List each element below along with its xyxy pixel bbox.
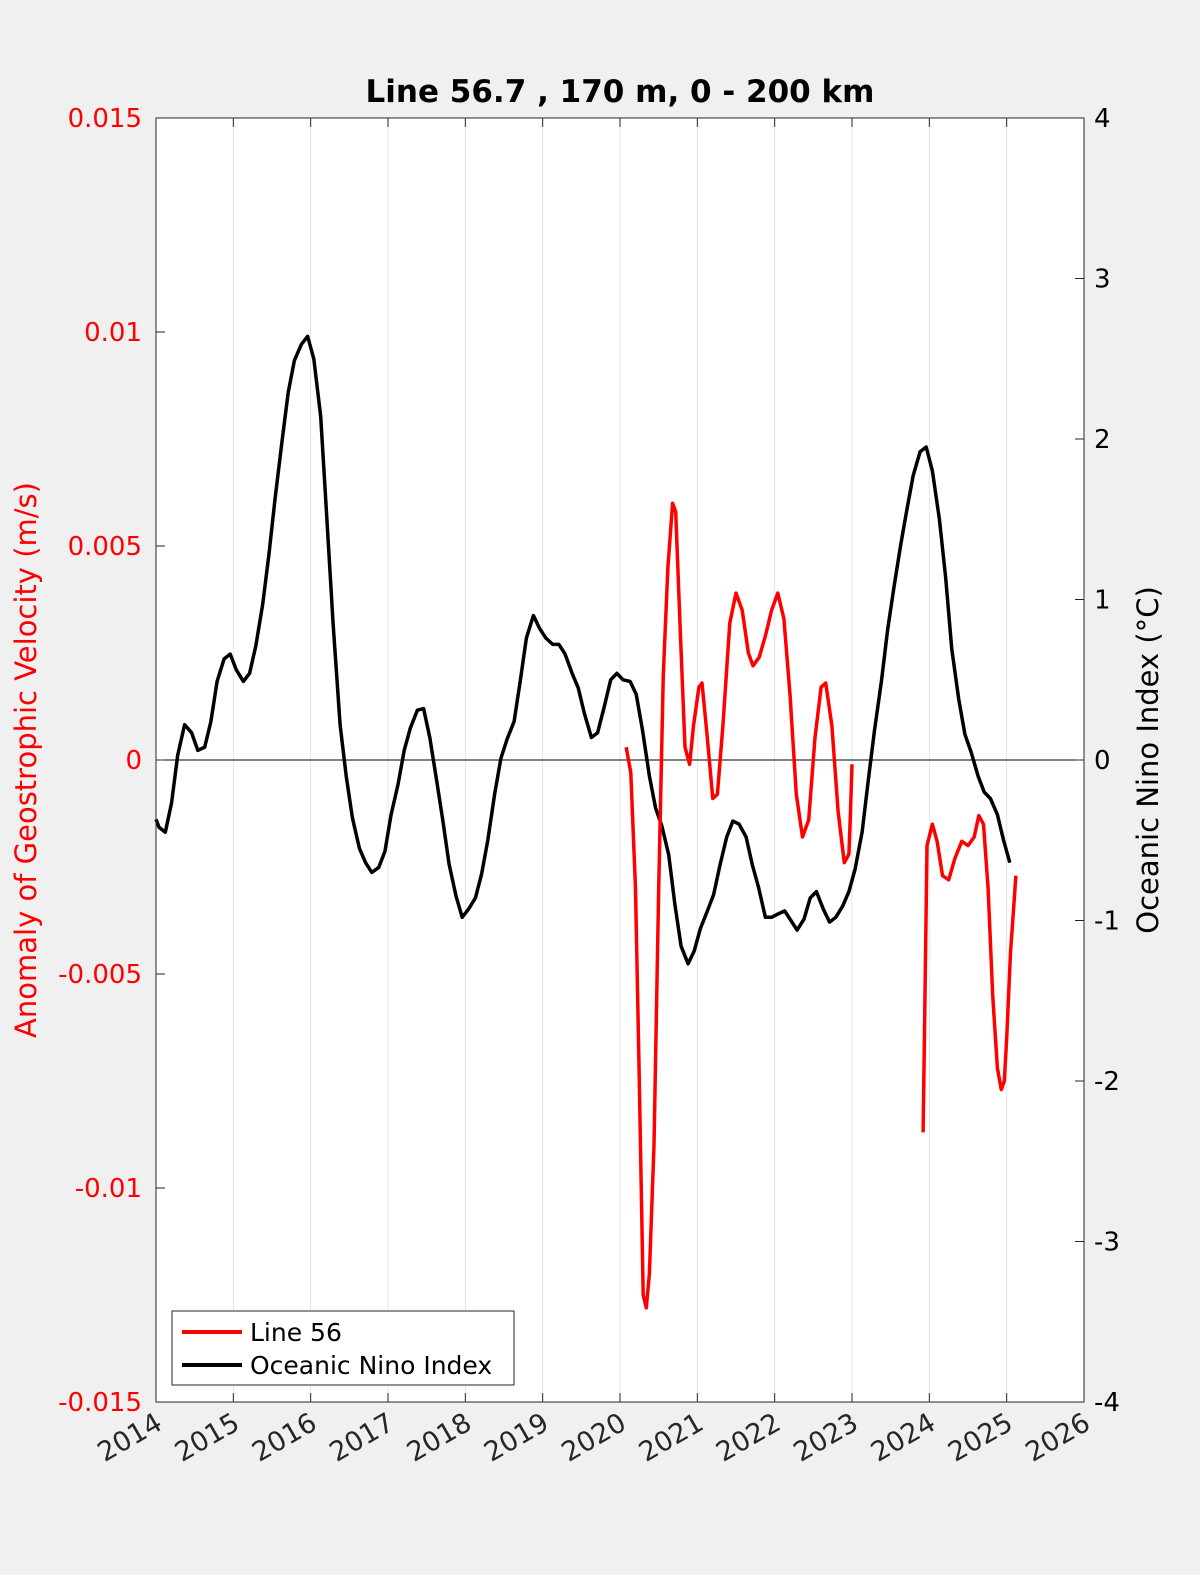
y-axis-right: -4 -3 -2 -1 0 1 2 3 4 bbox=[1075, 104, 1120, 1418]
y-right-tick-label-4: 4 bbox=[1094, 104, 1111, 134]
y-right-tick-label--1: -1 bbox=[1094, 907, 1120, 937]
y-axis-left: -0.015 -0.01 -0.005 0 0.005 0.01 0.015 bbox=[58, 104, 165, 1418]
y-axis-left-label: Anomaly of Geostrophic Velocity (m/s) bbox=[9, 482, 43, 1038]
y-right-tick-label--4: -4 bbox=[1094, 1388, 1120, 1418]
y-left-tick-label-0: 0 bbox=[125, 746, 142, 776]
x-tick-label-2017: 2017 bbox=[324, 1407, 399, 1468]
y-left-tick-label--0.005: -0.005 bbox=[58, 960, 142, 990]
y-left-tick-label--0.01: -0.01 bbox=[75, 1174, 142, 1204]
x-tick-label-2019: 2019 bbox=[479, 1407, 554, 1468]
legend-box bbox=[171, 1310, 515, 1386]
x-tick-label-2021: 2021 bbox=[634, 1407, 709, 1468]
x-tick-label-2026: 2026 bbox=[1020, 1407, 1095, 1468]
series-line-oceanic-nino-index bbox=[154, 334, 1012, 966]
series-line-line56-segment-2 bbox=[921, 813, 1018, 1133]
y-right-tick-label-1: 1 bbox=[1094, 586, 1111, 616]
x-tick-label-2020: 2020 bbox=[556, 1407, 631, 1468]
chart-title: Line 56.7 , 170 m, 0 - 200 km bbox=[366, 74, 875, 110]
x-tick-label-2023: 2023 bbox=[788, 1407, 863, 1468]
series-line-line56-segment-1 bbox=[624, 501, 854, 1310]
legend: Line 56 Oceanic Nino Index bbox=[171, 1310, 515, 1386]
y-left-tick-label-0.005: 0.005 bbox=[68, 532, 142, 562]
legend-label-oni: Oceanic Nino Index bbox=[250, 1351, 492, 1380]
x-tick-label-2016: 2016 bbox=[247, 1407, 322, 1468]
x-tick-label-2015: 2015 bbox=[170, 1407, 245, 1468]
y-left-tick-label-0.01: 0.01 bbox=[84, 318, 142, 348]
series-layer bbox=[154, 334, 1018, 1310]
y-right-tick-label-0: 0 bbox=[1094, 746, 1111, 776]
y-left-tick-label--0.015: -0.015 bbox=[58, 1388, 142, 1418]
y-right-tick-label-2: 2 bbox=[1094, 425, 1111, 455]
x-tick-label-2025: 2025 bbox=[943, 1407, 1018, 1468]
y-left-tick-label-0.015: 0.015 bbox=[68, 104, 142, 134]
y-axis-right-label: Oceanic Nino Index (°C) bbox=[1131, 586, 1165, 934]
legend-label-line56: Line 56 bbox=[250, 1318, 342, 1347]
x-tick-label-2018: 2018 bbox=[402, 1407, 477, 1468]
y-right-tick-label--3: -3 bbox=[1094, 1228, 1120, 1258]
y-right-tick-label-3: 3 bbox=[1094, 265, 1111, 295]
x-tick-label-2024: 2024 bbox=[866, 1407, 941, 1468]
y-right-tick-label--2: -2 bbox=[1094, 1067, 1120, 1097]
x-tick-label-2022: 2022 bbox=[711, 1407, 786, 1468]
